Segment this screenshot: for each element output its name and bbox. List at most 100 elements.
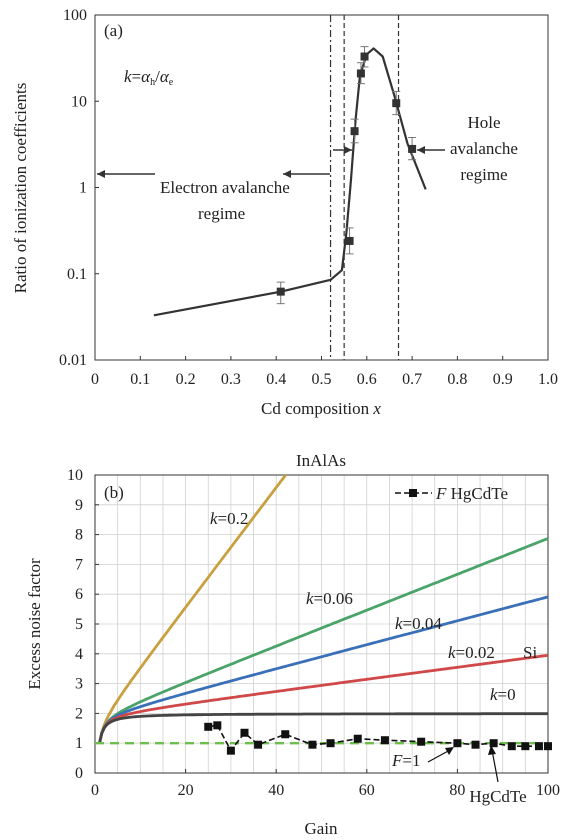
hgcdte-arrowhead bbox=[488, 745, 496, 755]
label-k-0.2: k=0.2 bbox=[210, 509, 248, 528]
y-tick-label: 8 bbox=[75, 527, 83, 544]
x-tick-label: 80 bbox=[449, 782, 465, 799]
hgcdte-point bbox=[213, 721, 222, 730]
hole-regime-line3: regime bbox=[460, 165, 507, 184]
hgcdte-point bbox=[489, 739, 498, 748]
panel-b-title: InAlAs bbox=[296, 451, 346, 470]
y-tick-label: 3 bbox=[75, 676, 83, 693]
electron-arrowhead-right bbox=[283, 170, 291, 178]
x-tick-label: 0.1 bbox=[130, 371, 150, 388]
label-hgcdte: HgCdTe bbox=[469, 787, 526, 806]
hgcdte-point bbox=[544, 742, 552, 751]
panel-b-ticks: 0 20 40 60 80 100 0 1 2 3 4 5 6 7 8 9 10 bbox=[67, 467, 560, 799]
x-tick-label: 40 bbox=[268, 782, 284, 799]
panel-b-series-group bbox=[95, 474, 549, 745]
label-k-0.02: k=0.02 bbox=[448, 643, 495, 662]
y-tick-label: 100 bbox=[63, 7, 87, 24]
hgcdte-point bbox=[204, 722, 213, 731]
noise-curve-k-0.02 bbox=[98, 653, 549, 744]
hgcdte-point bbox=[453, 739, 462, 748]
ratio-curve bbox=[153, 47, 427, 317]
hgcdte-point bbox=[471, 740, 480, 749]
panel-b-y-axis-label: Excess noise factor bbox=[25, 558, 44, 690]
hgcdte-point bbox=[380, 736, 389, 745]
hgcdte-point bbox=[226, 746, 235, 755]
label-f-equals-1: F=1 bbox=[391, 751, 420, 770]
panel-a-ticks: 0 0.1 0.2 0.3 0.4 0.5 0.6 0.7 0.8 0.9 1.0 0.01 0.1 1 1… bbox=[59, 7, 558, 388]
y-tick-label: 1 bbox=[75, 735, 83, 752]
x-tick-label: 0.4 bbox=[266, 371, 286, 388]
data-point bbox=[276, 287, 285, 296]
legend-marker bbox=[409, 489, 417, 497]
label-k-0: k=0 bbox=[490, 685, 516, 704]
legend-label: F HgCdTe bbox=[435, 484, 508, 503]
hgcdte-point bbox=[254, 740, 263, 749]
y-tick-label: 0.01 bbox=[59, 352, 87, 369]
noise-curve-k-0.04 bbox=[98, 595, 549, 744]
y-tick-label: 10 bbox=[71, 93, 87, 110]
hgcdte-point bbox=[353, 734, 362, 743]
noise-curve-k-0.06 bbox=[98, 537, 549, 744]
y-tick-label: 7 bbox=[75, 556, 83, 573]
hgcdte-point bbox=[326, 739, 335, 748]
panel-b: 0 20 40 60 80 100 0 1 2 3 4 5 6 7 8 9 10 InAlAs (b) F Hg… bbox=[25, 451, 560, 838]
hole-arrowhead-left bbox=[344, 146, 352, 154]
x-tick-label: 100 bbox=[536, 782, 560, 799]
y-tick-label: 9 bbox=[75, 497, 83, 514]
hgcdte-point bbox=[521, 742, 530, 751]
hgcdte-point bbox=[240, 728, 249, 737]
label-k-0.06: k=0.06 bbox=[306, 589, 353, 608]
electron-regime-line2: regime bbox=[198, 204, 245, 223]
y-tick-label: 6 bbox=[75, 586, 83, 603]
data-point bbox=[356, 69, 365, 78]
y-tick-label: 1 bbox=[79, 180, 87, 197]
noise-curve-k-0.2 bbox=[98, 474, 287, 744]
x-tick-label: 0.9 bbox=[493, 371, 513, 388]
y-tick-label: 2 bbox=[75, 705, 83, 722]
panel-a-y-axis-label: Ratio of ionization coefficients bbox=[11, 83, 30, 294]
data-point bbox=[408, 144, 417, 153]
x-tick-label: 0.8 bbox=[447, 371, 467, 388]
panel-a-label: (a) bbox=[104, 21, 123, 40]
x-tick-label: 20 bbox=[178, 782, 194, 799]
x-tick-label: 0.2 bbox=[176, 371, 196, 388]
formula-k: k=αh/αe bbox=[124, 67, 174, 88]
label-k-0.04: k=0.04 bbox=[395, 614, 442, 633]
hgcdte-point bbox=[417, 737, 426, 746]
y-tick-label: 10 bbox=[67, 467, 83, 484]
noise-curve-k-0 bbox=[98, 712, 548, 744]
f1-arrow-line bbox=[427, 749, 451, 763]
hgcdte-point bbox=[534, 742, 543, 751]
data-point bbox=[360, 52, 369, 61]
panel-a-curve-group bbox=[153, 47, 427, 317]
hgcdte-point bbox=[281, 730, 290, 739]
y-tick-label: 0.1 bbox=[67, 266, 87, 283]
y-tick-label: 4 bbox=[75, 646, 83, 663]
y-tick-label: 0 bbox=[75, 765, 83, 782]
x-tick-label: 0 bbox=[91, 782, 99, 799]
x-tick-label: 0 bbox=[91, 371, 99, 388]
panel-b-label: (b) bbox=[104, 483, 124, 502]
hole-regime-line2: avalanche bbox=[450, 139, 518, 158]
hgcdte-point bbox=[507, 742, 516, 751]
panel-a: 0 0.1 0.2 0.3 0.4 0.5 0.6 0.7 0.8 0.9 1.0 0.01 0.1 1 1… bbox=[11, 7, 558, 418]
x-tick-label: 1.0 bbox=[538, 371, 558, 388]
x-tick-label: 0.6 bbox=[357, 371, 377, 388]
panel-a-regime-lines bbox=[329, 15, 400, 360]
data-point bbox=[350, 127, 359, 136]
f1-arrowhead bbox=[445, 747, 454, 755]
hole-arrowhead-right bbox=[417, 146, 425, 154]
electron-arrowhead-left bbox=[97, 170, 105, 178]
x-tick-label: 0.5 bbox=[312, 371, 332, 388]
hgcdte-arrow-line bbox=[491, 749, 499, 783]
x-tick-label: 0.7 bbox=[402, 371, 422, 388]
panel-a-data-points bbox=[276, 46, 417, 305]
label-si: Si bbox=[523, 643, 537, 662]
x-tick-label: 60 bbox=[359, 782, 375, 799]
data-point bbox=[345, 236, 354, 245]
hgcdte-point bbox=[308, 740, 317, 749]
panel-a-x-axis-label: Cd composition x bbox=[261, 399, 381, 418]
data-point bbox=[392, 99, 401, 108]
electron-regime-line1: Electron avalanche bbox=[160, 178, 290, 197]
